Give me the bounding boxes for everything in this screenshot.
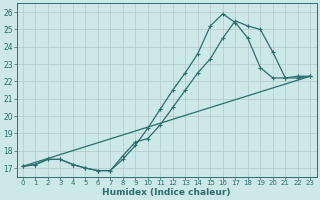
- X-axis label: Humidex (Indice chaleur): Humidex (Indice chaleur): [102, 188, 231, 197]
